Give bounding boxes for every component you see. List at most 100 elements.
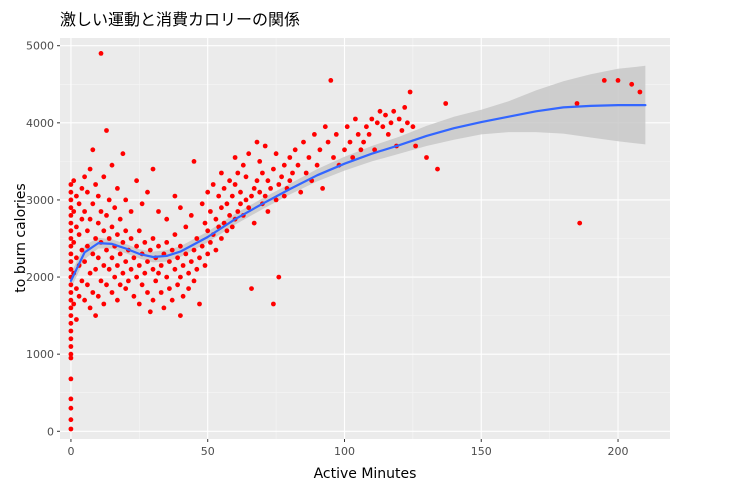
data-point	[424, 155, 429, 160]
data-point	[229, 224, 235, 230]
data-point	[385, 132, 391, 137]
data-point	[101, 301, 107, 307]
data-point	[95, 220, 101, 226]
data-point	[145, 189, 150, 195]
data-point	[68, 305, 74, 311]
data-point	[188, 259, 194, 264]
data-point	[219, 236, 224, 241]
data-point	[443, 101, 449, 106]
data-point	[290, 170, 295, 176]
data-point	[325, 139, 331, 145]
data-point	[279, 174, 284, 180]
data-point	[68, 236, 74, 241]
data-point	[342, 147, 347, 153]
data-point	[197, 255, 202, 261]
data-point	[106, 266, 112, 272]
data-point	[186, 270, 192, 276]
data-point	[208, 209, 213, 214]
data-point	[156, 209, 161, 214]
data-point	[68, 297, 74, 303]
data-point	[120, 151, 126, 157]
data-point	[79, 216, 85, 222]
data-point	[219, 170, 224, 176]
data-point	[68, 259, 74, 264]
data-point	[435, 166, 440, 172]
data-point	[106, 197, 112, 203]
data-point	[271, 301, 276, 307]
data-point	[328, 78, 334, 83]
data-point	[410, 124, 416, 130]
data-point	[120, 240, 126, 245]
data-point	[333, 132, 339, 137]
data-point	[629, 81, 635, 87]
data-point	[180, 263, 186, 268]
data-point	[98, 209, 104, 214]
data-point	[240, 162, 246, 168]
x-tick-label: 150	[471, 445, 492, 458]
data-point	[109, 255, 115, 261]
data-point	[71, 209, 77, 214]
data-point	[169, 247, 175, 253]
data-point	[68, 320, 74, 326]
data-point	[637, 89, 643, 95]
data-point	[353, 116, 358, 122]
chart-title: 激しい運動と消費カロリーの関係	[60, 10, 300, 29]
data-point	[298, 189, 304, 195]
data-point	[208, 240, 213, 245]
data-point	[268, 186, 273, 191]
data-point	[167, 286, 172, 291]
data-point	[85, 282, 90, 288]
data-point	[134, 274, 140, 280]
data-point	[257, 189, 263, 195]
data-point	[95, 255, 101, 261]
data-point	[216, 193, 222, 199]
data-point	[164, 216, 170, 222]
x-axis-title: Active Minutes	[314, 466, 417, 482]
data-point	[287, 178, 293, 184]
data-point	[68, 313, 74, 318]
data-point	[257, 159, 263, 164]
data-point	[271, 166, 276, 172]
y-tick-label: 3000	[26, 194, 54, 207]
data-point	[123, 197, 129, 203]
data-point	[402, 105, 408, 110]
data-point	[191, 247, 197, 253]
data-point	[85, 189, 90, 195]
data-point	[210, 182, 216, 187]
data-point	[191, 159, 197, 164]
data-point	[172, 266, 178, 272]
data-point	[364, 124, 369, 130]
data-point	[139, 201, 145, 207]
data-point	[246, 151, 252, 157]
data-point	[287, 155, 293, 160]
data-point	[254, 139, 260, 145]
data-point	[276, 182, 282, 187]
data-point	[68, 189, 74, 195]
smooth-line	[69, 104, 647, 282]
data-point	[232, 155, 238, 160]
data-point	[82, 174, 87, 180]
data-point	[90, 251, 96, 257]
data-point	[85, 228, 90, 234]
data-point	[227, 178, 233, 184]
data-point	[145, 290, 150, 295]
data-point	[178, 243, 183, 249]
data-point	[68, 405, 74, 411]
data-point	[156, 243, 161, 249]
data-point	[396, 116, 402, 122]
data-point	[235, 209, 241, 214]
data-point	[265, 209, 271, 214]
data-point	[68, 355, 74, 361]
data-point	[273, 197, 279, 203]
data-point	[125, 278, 131, 284]
data-point	[164, 274, 170, 280]
data-point	[136, 263, 142, 268]
data-point	[142, 270, 148, 276]
y-axis: 0 1000 2000 3000 4000 5000	[26, 40, 60, 438]
data-point	[87, 166, 93, 172]
y-tick-label: 1000	[26, 348, 54, 361]
data-point	[322, 124, 328, 130]
data-point	[303, 170, 309, 176]
x-tick-label: 0	[67, 445, 74, 458]
